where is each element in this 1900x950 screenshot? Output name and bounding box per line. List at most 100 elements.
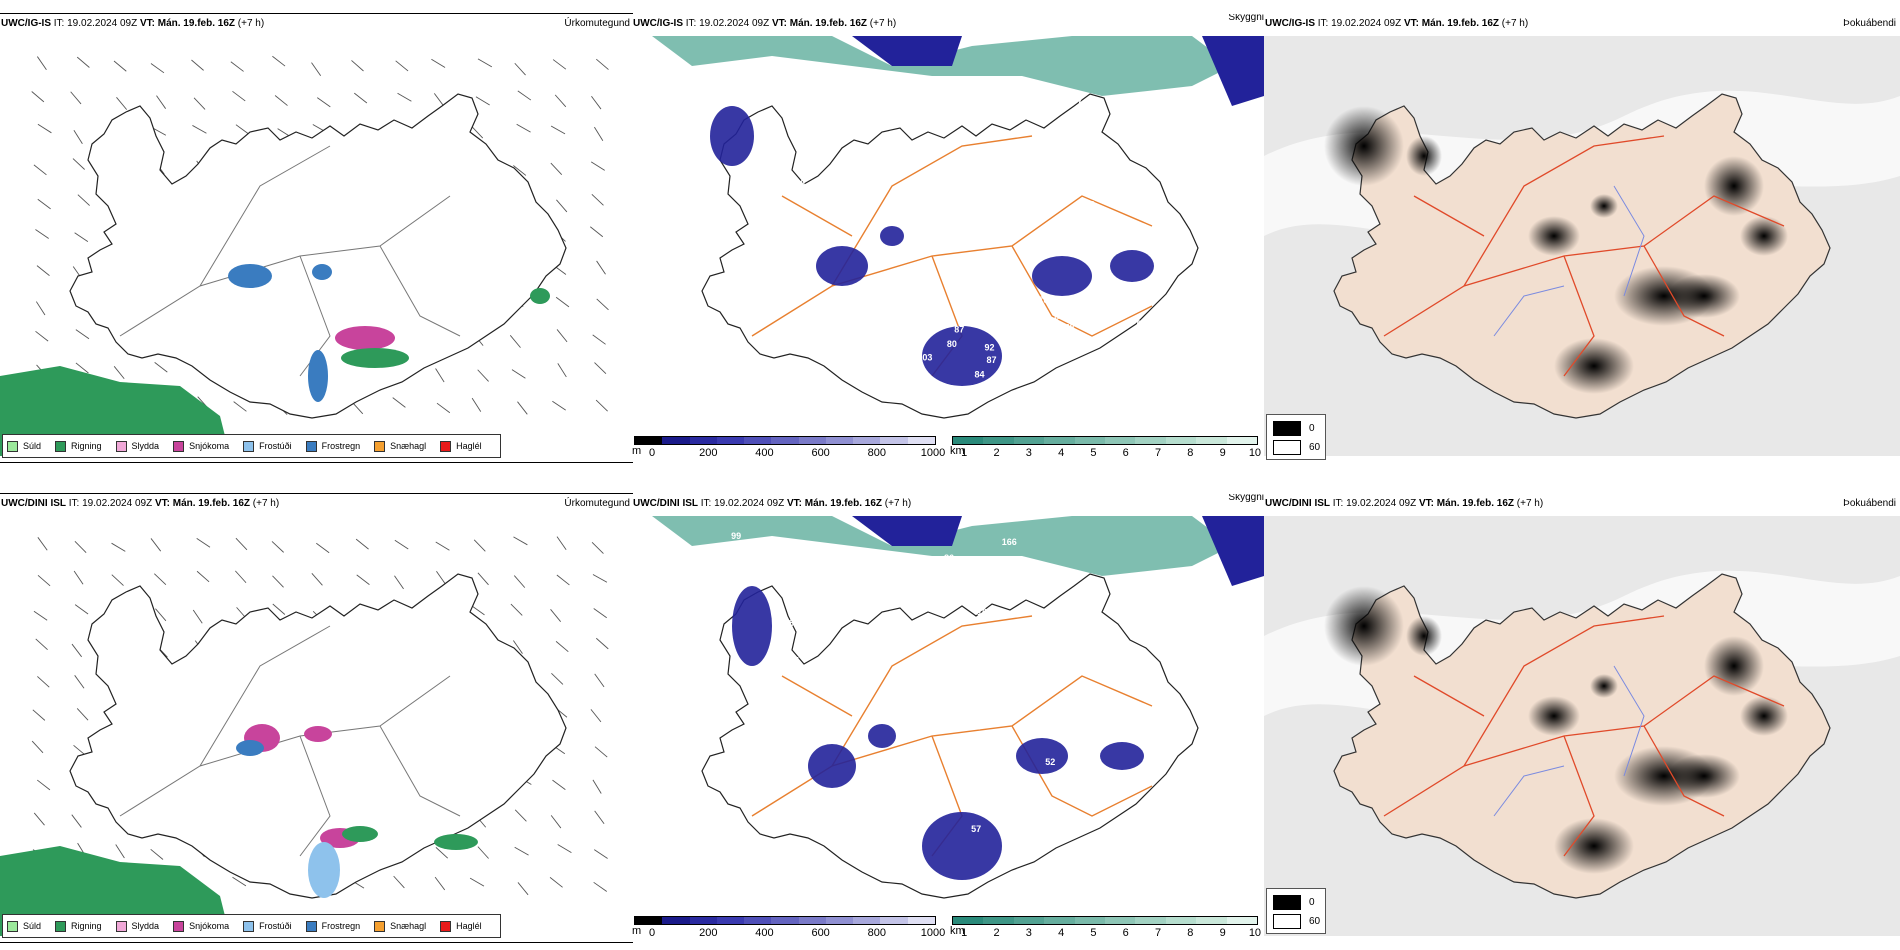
ceiling-value-label: 79 bbox=[1187, 577, 1197, 587]
freezing-rain-area bbox=[312, 264, 332, 280]
wind-barb bbox=[75, 329, 90, 340]
ceiling-value-label: 93 bbox=[1183, 200, 1193, 210]
wind-barb bbox=[156, 95, 167, 109]
wind-barb bbox=[37, 575, 51, 587]
road-network bbox=[119, 145, 461, 377]
colorbar-unit: m bbox=[632, 445, 642, 457]
legend-item: Haglél bbox=[440, 440, 482, 452]
ceiling-value-label: 92 bbox=[984, 342, 994, 352]
colorbar-step bbox=[689, 437, 717, 444]
colorbar-step bbox=[798, 917, 826, 924]
wind-barb bbox=[76, 56, 90, 68]
wind-barb bbox=[513, 640, 523, 654]
wind-barb bbox=[111, 574, 124, 586]
wind-barb bbox=[37, 123, 52, 134]
legend-item: Rigning bbox=[55, 920, 102, 932]
ceiling-value-label: 60 bbox=[795, 281, 805, 291]
colorbar-step bbox=[907, 917, 935, 924]
wind-barb bbox=[590, 226, 604, 238]
colorbar-tick-label: 9 bbox=[1219, 447, 1226, 459]
wind-barb bbox=[550, 162, 563, 176]
freezing-rain-area bbox=[228, 264, 272, 288]
colorbar-tick-label: 200 bbox=[699, 447, 718, 459]
wind-barb bbox=[550, 815, 562, 829]
wind-barb bbox=[37, 537, 48, 551]
ceiling-value-label: 88 bbox=[860, 743, 870, 753]
wind-barb bbox=[557, 844, 572, 854]
wind-barb bbox=[431, 58, 446, 68]
wind-barb bbox=[193, 97, 206, 110]
colorbar-tick-label: 1000 bbox=[920, 927, 946, 939]
colorbar-tick-label: 3 bbox=[1025, 447, 1032, 459]
fog-indicator-area bbox=[1528, 696, 1580, 736]
legend-swatch bbox=[305, 440, 317, 452]
legend-item: Snæhagl bbox=[374, 440, 426, 452]
ceiling-value-label: 87 bbox=[987, 355, 997, 365]
ceiling-value-label: 115 bbox=[1027, 651, 1042, 661]
precip-type-legend: Súld Rigning Slydda Snjókoma Frostúði Fr… bbox=[2, 914, 501, 938]
legend-item: Slydda bbox=[115, 920, 159, 932]
fog-indicator-area bbox=[1590, 674, 1618, 698]
colorbar-strip bbox=[634, 916, 936, 925]
rain-area-sea bbox=[0, 846, 230, 936]
colorbar-tick-label: 4 bbox=[1058, 447, 1065, 459]
wind-barb bbox=[590, 161, 605, 171]
wind-barb bbox=[32, 709, 46, 721]
wind-barb bbox=[150, 538, 162, 552]
legend-swatch bbox=[7, 440, 18, 452]
wind-barb bbox=[235, 537, 248, 551]
wind-barb bbox=[74, 604, 89, 615]
road-network bbox=[119, 625, 461, 857]
rain-area bbox=[530, 288, 550, 304]
ceiling-value-label: 112 bbox=[1000, 595, 1015, 605]
wind-barb bbox=[556, 536, 567, 550]
legend-swatch bbox=[7, 920, 18, 932]
ceiling-low-area bbox=[732, 586, 772, 666]
legend-swatch bbox=[374, 440, 386, 452]
wind-barb bbox=[272, 575, 284, 588]
wind-barb bbox=[554, 94, 567, 108]
ceiling-value-label: 70 bbox=[830, 671, 840, 681]
wind-barb bbox=[35, 330, 49, 342]
wind-barb bbox=[592, 334, 606, 345]
wind-barb bbox=[73, 130, 83, 145]
wind-barb bbox=[230, 61, 244, 72]
wind-barb bbox=[235, 124, 250, 135]
legend-swatch bbox=[55, 440, 67, 452]
colorbar-step bbox=[662, 917, 690, 924]
colorbar-step bbox=[983, 437, 1014, 444]
ceiling-value-label: 86 bbox=[944, 553, 954, 563]
wind-barb bbox=[72, 158, 85, 170]
ceiling-value-label: 81 bbox=[741, 261, 751, 271]
colorbar-step bbox=[1135, 437, 1166, 444]
wind-barb bbox=[594, 673, 605, 688]
row2-cloud-panel: UWC/DINI ISL IT: 19.02.2024 09Z VT: Mán.… bbox=[632, 494, 1264, 942]
wind-barb bbox=[33, 164, 47, 176]
wind-barb bbox=[513, 536, 528, 546]
wind-barb bbox=[71, 643, 82, 658]
ceiling-value-label: 54 bbox=[850, 178, 860, 188]
wind-barb bbox=[36, 265, 50, 276]
wind-barb bbox=[592, 574, 608, 583]
freezing-drizzle-area bbox=[308, 842, 340, 898]
legend-swatch bbox=[243, 440, 255, 452]
fog-swatch-white bbox=[1273, 440, 1301, 455]
wind-barb bbox=[555, 641, 569, 653]
colorbar-step bbox=[1074, 917, 1106, 924]
colorbar-unit: km bbox=[950, 445, 965, 457]
wind-barb bbox=[551, 672, 564, 685]
colorbar-unit: km bbox=[950, 925, 965, 937]
ceiling-value-label: 99 bbox=[731, 531, 741, 541]
wind-barb bbox=[35, 301, 46, 316]
ceiling-value-label: 03 bbox=[922, 353, 932, 363]
wind-barb bbox=[196, 570, 210, 583]
ceiling-low-area bbox=[710, 106, 754, 166]
wind-barb bbox=[33, 610, 48, 621]
ceiling-value-label: 46 bbox=[1101, 705, 1111, 715]
wind-barb bbox=[477, 572, 489, 586]
ceiling-value-label: 63 bbox=[1101, 236, 1111, 246]
wind-barb bbox=[471, 397, 482, 412]
ceiling-value-label: 107 bbox=[977, 607, 992, 617]
colorbar-tick-label: 200 bbox=[699, 927, 718, 939]
rain-area bbox=[342, 826, 378, 842]
